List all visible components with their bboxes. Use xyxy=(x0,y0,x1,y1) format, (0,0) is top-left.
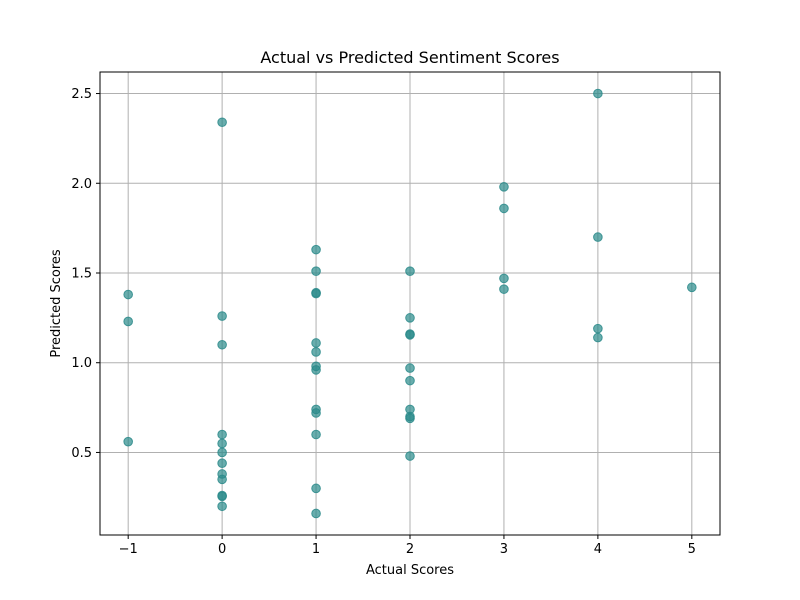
y-tick-label: 2.0 xyxy=(71,177,92,192)
data-point xyxy=(217,438,227,449)
data-point xyxy=(593,88,603,99)
grid xyxy=(100,72,720,535)
x-tick-label: 2 xyxy=(406,542,414,557)
data-point xyxy=(217,339,227,350)
data-point xyxy=(405,330,415,340)
data-point xyxy=(311,266,321,276)
y-tick-label: 1.5 xyxy=(71,266,92,281)
data-point xyxy=(405,413,415,424)
data-point xyxy=(405,363,415,373)
data-point xyxy=(311,338,321,348)
data-point xyxy=(405,375,415,386)
data-point xyxy=(311,408,321,418)
x-tick-label: −1 xyxy=(119,542,138,557)
data-point xyxy=(217,311,227,321)
data-point xyxy=(123,316,133,327)
data-point xyxy=(217,501,227,512)
y-tick-label: 0.5 xyxy=(71,446,92,461)
axis-ticks: −1 0 1 2 3 4 5 0.5 1.0 1.5 2.0 2.5 xyxy=(71,87,696,557)
data-point xyxy=(217,474,227,485)
data-point xyxy=(405,266,415,276)
data-point xyxy=(217,447,227,458)
data-point xyxy=(499,284,509,294)
data-point xyxy=(311,365,321,375)
data-point xyxy=(593,232,603,242)
y-axis-label: Predicted Scores xyxy=(49,249,64,358)
data-point xyxy=(593,332,603,343)
data-point xyxy=(405,313,415,323)
y-tick-label: 2.5 xyxy=(71,87,92,102)
data-point xyxy=(311,508,321,519)
data-point xyxy=(311,288,321,299)
data-point xyxy=(217,429,227,440)
data-point xyxy=(217,458,227,469)
data-point xyxy=(217,117,227,128)
data-point xyxy=(499,273,509,284)
data-point xyxy=(405,451,415,461)
data-point xyxy=(311,429,321,440)
x-tick-label: 3 xyxy=(500,542,508,557)
x-tick-label: 5 xyxy=(688,542,696,557)
data-point xyxy=(499,203,509,214)
data-point xyxy=(311,244,321,255)
data-point xyxy=(593,323,603,334)
x-axis-label: Actual Scores xyxy=(366,563,454,578)
data-point xyxy=(311,347,321,357)
data-point xyxy=(217,491,227,502)
y-tick-label: 1.0 xyxy=(71,356,92,371)
x-tick-label: 4 xyxy=(594,542,602,557)
data-point xyxy=(311,483,321,494)
x-tick-label: 0 xyxy=(218,542,226,557)
data-points xyxy=(123,88,697,519)
data-point xyxy=(687,282,697,293)
data-point xyxy=(123,289,133,300)
chart-title: Actual vs Predicted Sentiment Scores xyxy=(260,48,559,67)
data-point xyxy=(499,182,509,192)
x-tick-label: 1 xyxy=(312,542,320,557)
data-point xyxy=(123,436,133,447)
